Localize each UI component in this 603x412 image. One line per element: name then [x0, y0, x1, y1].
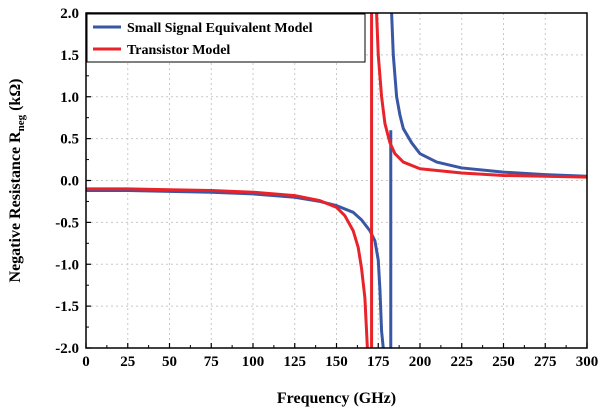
y-tick-label: 2.0 [60, 6, 79, 22]
y-axis-label: Negative Resistance Rneg (kΩ) [7, 79, 27, 283]
tick-labels: 0 25 50 75 100 125 150 175 200 225 250 275 300 2.0 1.5… [55, 6, 598, 370]
x-tick-label: 250 [492, 354, 515, 370]
legend: Small Signal Equivalent Model Transistor… [86, 13, 366, 63]
legend-label-small-signal: Small Signal Equivalent Model [127, 21, 313, 36]
x-tick-label: 50 [162, 354, 177, 370]
y-tick-label: -1.5 [55, 299, 79, 315]
x-tick-label: 100 [242, 354, 265, 370]
x-tick-label: 125 [284, 354, 307, 370]
series-layer [86, 13, 587, 348]
x-tick-label: 200 [409, 354, 432, 370]
x-tick-label: 225 [451, 354, 474, 370]
y-tick-label: 0.5 [60, 132, 79, 148]
y-tick-label: -1.0 [55, 257, 79, 273]
series-transistor-line [86, 187, 369, 348]
y-tick-label: 0.0 [60, 174, 79, 190]
series-small-signal-line [86, 189, 385, 348]
grid [86, 13, 587, 348]
x-tick-label: 0 [82, 354, 90, 370]
legend-label-transistor: Transistor Model [127, 43, 230, 58]
y-tick-label: -0.5 [55, 215, 79, 231]
ticks [85, 12, 588, 349]
x-tick-label: 275 [534, 354, 557, 370]
y-tick-label: -2.0 [55, 341, 79, 357]
series-transistor-line [375, 13, 587, 179]
x-tick-label: 75 [204, 354, 219, 370]
y-axis-label-unit: (kΩ) [7, 79, 24, 115]
series-small-signal-line [390, 13, 587, 178]
x-tick-label: 175 [367, 354, 390, 370]
x-axis-label: Frequency (GHz) [277, 390, 396, 407]
legend-box [86, 13, 366, 63]
x-tick-label: 150 [325, 354, 348, 370]
y-tick-label: 1.5 [60, 48, 79, 64]
y-axis-label-subscript: neg [15, 114, 27, 131]
y-axis-label-main: Negative Resistance R [7, 131, 24, 283]
x-tick-label: 25 [120, 354, 135, 370]
y-tick-label: 1.0 [60, 90, 79, 106]
x-tick-label: 300 [576, 354, 599, 370]
